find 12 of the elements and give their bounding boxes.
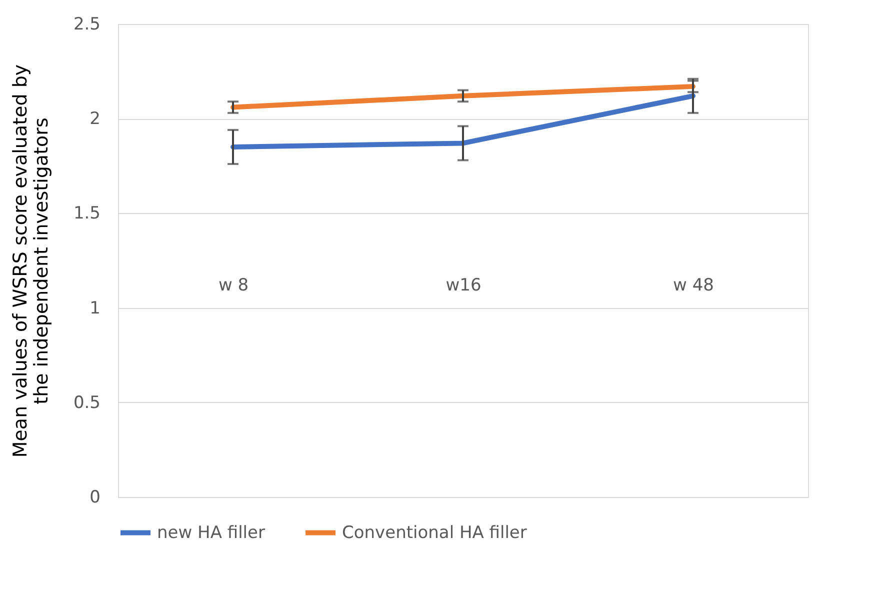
- y-tick-label: 0: [90, 488, 100, 508]
- y-tick-label: 2: [90, 109, 100, 130]
- y-axis-title: Mean values of WSRS score evaluated by the independent investigators: [9, 64, 52, 458]
- y-tick-label: 0.5: [73, 392, 100, 413]
- y-tick-label: 1.5: [73, 204, 100, 224]
- legend-label: new HA filler: [157, 522, 265, 543]
- x-tick-label: w 8: [218, 276, 249, 296]
- y-tick-label: 2.5: [73, 14, 100, 34]
- x-tick-label: w16: [446, 276, 482, 296]
- legend-label: Conventional HA filler: [342, 522, 527, 543]
- y-tick-label: 1: [90, 298, 100, 318]
- x-tick-label: w 48: [673, 276, 714, 296]
